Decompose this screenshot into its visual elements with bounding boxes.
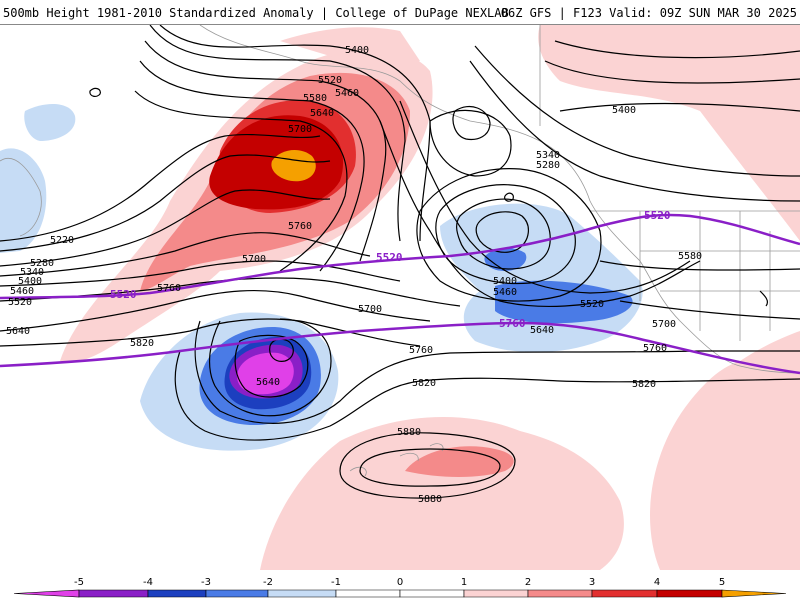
contour-label: 5460 — [493, 287, 517, 298]
colorbar-tick-label: 2 — [525, 577, 531, 588]
colorbar-segment — [656, 589, 723, 598]
header-bar: 500mb Height 1981-2010 Standardized Anom… — [0, 0, 800, 24]
contour-label: 5400 — [345, 45, 369, 56]
colorbar-tick-label: 1 — [461, 577, 467, 588]
colorbar-tick-label: -2 — [263, 577, 273, 588]
anomaly-colorbar: -5 -4 -3 -2 -1 0 1 2 3 4 5 — [0, 570, 800, 600]
magenta-anomaly-low — [237, 352, 294, 395]
contour-label: 5820 — [632, 379, 656, 390]
contour-label: 5760 — [409, 345, 433, 356]
colorbar-tick-label: 3 — [589, 577, 595, 588]
purple-contour-5520 — [0, 213, 800, 300]
contour-label: 5820 — [130, 338, 154, 349]
contour-label: 5340 — [20, 267, 44, 278]
colorbar-segment — [13, 589, 80, 598]
blue-anomaly-east — [484, 248, 527, 271]
contour-label: 5520 — [318, 75, 342, 86]
blue-anomaly-east2 — [495, 280, 633, 324]
colorbar-segment — [78, 589, 149, 598]
contour-label: 5580 — [303, 93, 327, 104]
contour-label: 5280 — [536, 160, 560, 171]
highlight-contour-label: 5520 — [644, 209, 671, 222]
colorbar-tick-label: -4 — [143, 577, 153, 588]
colorbar-segment — [591, 589, 658, 598]
contour-label: 5400 — [612, 105, 636, 116]
contour-label: 5760 — [643, 343, 667, 354]
contour-label: 5640 — [256, 377, 280, 388]
contour-label: 5700 — [358, 304, 382, 315]
contour-label: 5640 — [6, 326, 30, 337]
pink-anomaly-southeast — [650, 331, 800, 570]
colorbar-segment — [399, 589, 465, 598]
contour-labels: 5400 5460 5520 5580 5640 5700 5760 5340 … — [6, 45, 702, 505]
lightblue-anomaly-west — [0, 148, 47, 253]
highlight-contour-label: 5520 — [376, 251, 403, 264]
contour-label: 5580 — [678, 251, 702, 262]
colorbar-tick-label: 5 — [719, 577, 725, 588]
contour-label: 5520 — [580, 299, 604, 310]
lightblue-anomaly-topleft — [24, 104, 76, 141]
anomaly-map: 5400 5460 5520 5580 5640 5700 5760 5340 … — [0, 24, 800, 570]
colorbar-tick-label: 4 — [654, 577, 660, 588]
contour-label: 5220 — [50, 235, 74, 246]
highlight-contour-label: 5520 — [110, 288, 137, 301]
purple-contour-5760 — [0, 321, 800, 375]
contour-label: 5460 — [335, 88, 359, 99]
highlight-contours — [0, 213, 800, 375]
height-contours — [0, 25, 800, 499]
colorbar-tick-label: -3 — [201, 577, 211, 588]
colorbar-segment — [267, 589, 337, 598]
contour-label: 5700 — [652, 319, 676, 330]
colorbar-segment — [147, 589, 207, 598]
red-anomaly-hawaii — [405, 446, 514, 477]
colorbar-segment — [205, 589, 269, 598]
contour-label: 5700 — [242, 254, 266, 265]
model-run-info: 06Z GFS | F123 Valid: 09Z SUN MAR 30 202… — [500, 6, 797, 20]
map-title: 500mb Height 1981-2010 Standardized Anom… — [3, 6, 509, 20]
contour-label: 5760 — [157, 283, 181, 294]
contour-label: 5520 — [8, 297, 32, 308]
contour-label: 5880 — [397, 427, 421, 438]
geography-lines — [0, 25, 800, 477]
contour-label: 5280 — [30, 258, 54, 269]
contour-label: 5400 — [18, 276, 42, 287]
contour-label: 5340 — [536, 150, 560, 161]
highlight-contour-label: 5760 — [499, 317, 526, 330]
colorbar-tick-label: -5 — [74, 577, 84, 588]
contour-label: 5460 — [10, 286, 34, 297]
colorbar-segment — [463, 589, 529, 598]
contour-label: 5640 — [310, 108, 334, 119]
colorbar-tick-label: -1 — [331, 577, 341, 588]
positive-anomaly-fills — [60, 25, 800, 570]
contour-label: 5880 — [418, 494, 442, 505]
contour-label: 5760 — [288, 221, 312, 232]
colorbar-segment — [335, 589, 401, 598]
colorbar-segment — [721, 589, 787, 598]
pink-anomaly-south — [260, 417, 624, 570]
pink-anomaly-canada — [538, 25, 800, 241]
negative-anomaly-fills — [0, 104, 643, 451]
contour-label: 5400 — [493, 276, 517, 287]
colorbar-segment — [527, 589, 593, 598]
contour-label: 5820 — [412, 378, 436, 389]
colorbar-tick-label: 0 — [397, 577, 403, 588]
contour-label: 5700 — [288, 124, 312, 135]
contour-label: 5640 — [530, 325, 554, 336]
